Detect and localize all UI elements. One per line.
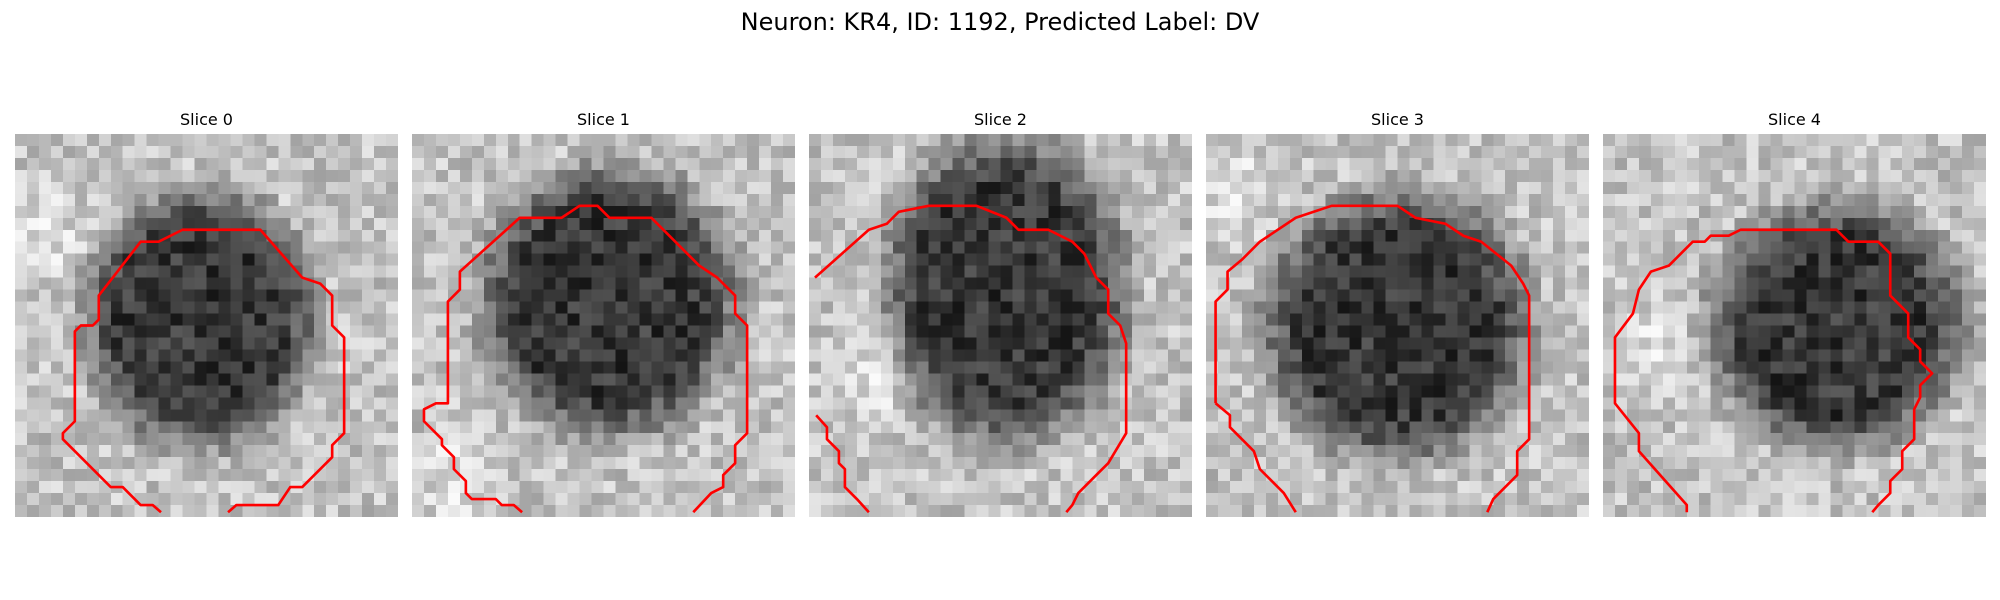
pixel-grid xyxy=(809,134,1192,517)
slice-panel-0: Slice 0 xyxy=(15,108,398,517)
slice-title: Slice 4 xyxy=(1768,110,1821,129)
contour-line xyxy=(815,414,870,514)
pixel-grid xyxy=(1603,134,1986,517)
slice-panel-1: Slice 1 xyxy=(412,108,795,517)
slice-title: Slice 0 xyxy=(180,110,233,129)
contour-line xyxy=(814,204,1128,514)
contour-line xyxy=(1613,228,1934,514)
contour-line xyxy=(61,228,346,514)
slice-image xyxy=(412,134,795,517)
slice-image xyxy=(1603,134,1986,517)
slice-panel-4: Slice 4 xyxy=(1603,108,1986,517)
slice-image xyxy=(15,134,398,517)
slice-title: Slice 1 xyxy=(577,110,630,129)
pixel-grid xyxy=(412,134,795,517)
slice-image xyxy=(809,134,1192,517)
contour-line xyxy=(422,204,749,514)
pixel-grid xyxy=(15,134,398,517)
contour-line xyxy=(1214,204,1531,513)
slice-image xyxy=(1206,134,1589,517)
pixel-grid xyxy=(1206,134,1589,517)
slice-panel-2: Slice 2 xyxy=(809,108,1192,517)
slice-title: Slice 3 xyxy=(1371,110,1424,129)
slice-panel-3: Slice 3 xyxy=(1206,108,1589,517)
contour-line xyxy=(1214,402,1297,513)
slice-title: Slice 2 xyxy=(974,110,1027,129)
figure-title: Neuron: KR4, ID: 1192, Predicted Label: … xyxy=(740,8,1260,36)
